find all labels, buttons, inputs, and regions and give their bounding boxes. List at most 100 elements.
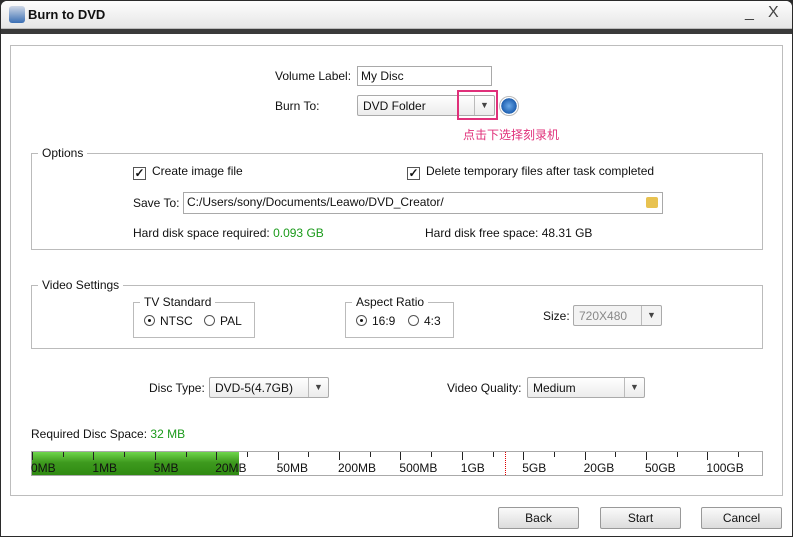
tv-standard-legend: TV Standard <box>144 295 212 309</box>
scale-tick <box>32 452 33 460</box>
scale-tick <box>707 452 709 460</box>
volume-label-label: Volume Label: <box>275 69 352 83</box>
scale-minor-tick <box>124 452 126 457</box>
scale-minor-tick <box>615 452 617 457</box>
required-disc-space: Required Disc Space: 32 MB <box>31 427 185 441</box>
back-button[interactable]: Back <box>498 507 579 529</box>
scale-label: 100GB <box>706 461 744 475</box>
space-required-value: 0.093 GB <box>273 226 324 240</box>
space-required: Hard disk space required: 0.093 GB <box>133 226 324 240</box>
scale-label: 20MB <box>215 461 247 475</box>
size-dropdown[interactable]: 720X480 ▼ <box>573 305 662 326</box>
start-button[interactable]: Start <box>600 507 681 529</box>
scale-label: 5MB <box>153 461 179 475</box>
chevron-down-icon: ▼ <box>624 378 644 397</box>
aspect-ratio-group: Aspect Ratio <box>345 295 454 338</box>
scale-minor-tick <box>62 452 64 457</box>
video-settings-group: Video Settings <box>31 278 763 349</box>
scale-minor-tick <box>553 452 555 457</box>
radio-pal[interactable]: PAL <box>204 314 242 328</box>
scale-label: 5GB <box>522 461 547 475</box>
radio-label: PAL <box>220 314 242 328</box>
radio-ntsc[interactable]: NTSC <box>144 314 193 328</box>
tv-standard-group: TV Standard <box>133 295 255 338</box>
create-image-label: Create image file <box>152 164 243 178</box>
scale-tick <box>461 452 463 460</box>
radio-selected-icon <box>356 315 367 326</box>
scale-tick <box>93 452 95 460</box>
free-space-label: Hard disk free space: <box>425 226 539 240</box>
scale-label: 0MB <box>31 461 56 475</box>
disc-type-label: Disc Type: <box>149 381 205 395</box>
scale-tick <box>154 452 156 460</box>
minimize-button[interactable]: _ <box>745 4 754 21</box>
chevron-down-icon: ▼ <box>641 306 661 325</box>
scale-label: 200MB <box>338 461 377 475</box>
scale-tick <box>646 452 647 460</box>
disc-space-fill <box>32 452 240 475</box>
scale-minor-tick <box>185 452 187 457</box>
radio-4-3[interactable]: 4:3 <box>408 314 441 328</box>
window-title: Burn to DVD <box>28 7 106 22</box>
required-space-value: 32 MB <box>150 427 186 441</box>
highlight-box <box>457 90 498 120</box>
free-space-value: 48.31 GB <box>541 226 593 240</box>
volume-label-input[interactable]: My Disc <box>357 66 492 86</box>
video-settings-legend: Video Settings <box>42 278 120 292</box>
scale-label: 500MB <box>399 461 438 475</box>
burn-to-hint: 点击下选择刻录机 <box>463 128 560 142</box>
scale-tick <box>400 452 402 460</box>
dvd-app-icon <box>9 6 25 23</box>
radio-icon <box>408 315 419 326</box>
disc-capacity-marker <box>504 452 506 475</box>
save-to-value: C:/Users/sony/Documents/Leawo/DVD_Creato… <box>187 195 444 209</box>
options-legend: Options <box>42 146 84 160</box>
scale-label: 1MB <box>92 461 118 475</box>
scale-minor-tick <box>738 452 740 457</box>
size-label: Size: <box>543 309 570 323</box>
size-value: 720X480 <box>579 309 628 323</box>
radio-icon <box>204 315 215 326</box>
delete-temp-label: Delete temporary files after task comple… <box>426 164 655 178</box>
chevron-down-icon: ▼ <box>308 378 328 397</box>
aspect-ratio-legend: Aspect Ratio <box>356 295 425 309</box>
save-to-input[interactable]: C:/Users/sony/Documents/Leawo/DVD_Creato… <box>183 192 663 214</box>
scale-label: 50MB <box>276 461 308 475</box>
scale-minor-tick <box>431 452 433 457</box>
radio-label: NTSC <box>160 314 193 328</box>
chevron-down-icon[interactable]: ▼ <box>474 96 494 115</box>
close-button[interactable]: X <box>768 4 779 21</box>
save-to-label: Save To: <box>133 196 180 210</box>
scale-tick <box>523 452 525 460</box>
radio-16-9[interactable]: 16:9 <box>356 314 395 328</box>
disc-type-dropdown[interactable]: DVD-5(4.7GB) ▼ <box>209 377 329 398</box>
scale-label: 50GB <box>645 461 676 475</box>
disc-type-value: DVD-5(4.7GB) <box>215 381 294 395</box>
checkmark-icon: ✓ <box>133 166 146 180</box>
refresh-icon[interactable] <box>499 96 519 116</box>
title-divider <box>1 29 792 34</box>
checkmark-icon: ✓ <box>407 166 420 180</box>
scale-minor-tick <box>492 452 494 457</box>
folder-icon[interactable] <box>646 197 658 208</box>
disc-space-scale: 0MB 1MB 5MB 20MB 50MB 200MB 500MB 1GB 5GB 20GB 50G… <box>31 451 763 476</box>
scale-minor-tick <box>308 452 310 457</box>
delete-temp-checkbox[interactable]: ✓ Delete temporary files after task compl… <box>407 164 654 180</box>
radio-label: 16:9 <box>372 314 396 328</box>
scale-tick <box>216 452 218 460</box>
cancel-button[interactable]: Cancel <box>701 507 782 529</box>
title-bar: Burn to DVD _ X <box>1 1 792 29</box>
options-group: Options <box>31 146 763 250</box>
space-required-label: Hard disk space required: <box>133 226 270 240</box>
scale-minor-tick <box>246 452 248 457</box>
create-image-checkbox[interactable]: ✓ Create image file <box>133 164 243 180</box>
video-quality-value: Medium <box>533 381 576 395</box>
burn-to-value: DVD Folder <box>363 99 426 113</box>
required-space-label: Required Disc Space: <box>31 427 148 441</box>
free-space: Hard disk free space: 48.31 GB <box>425 226 592 240</box>
scale-minor-tick <box>676 452 678 457</box>
burn-to-dropdown[interactable]: DVD Folder ▼ <box>357 95 495 116</box>
video-quality-dropdown[interactable]: Medium ▼ <box>527 377 645 398</box>
radio-label: 4:3 <box>424 314 441 328</box>
